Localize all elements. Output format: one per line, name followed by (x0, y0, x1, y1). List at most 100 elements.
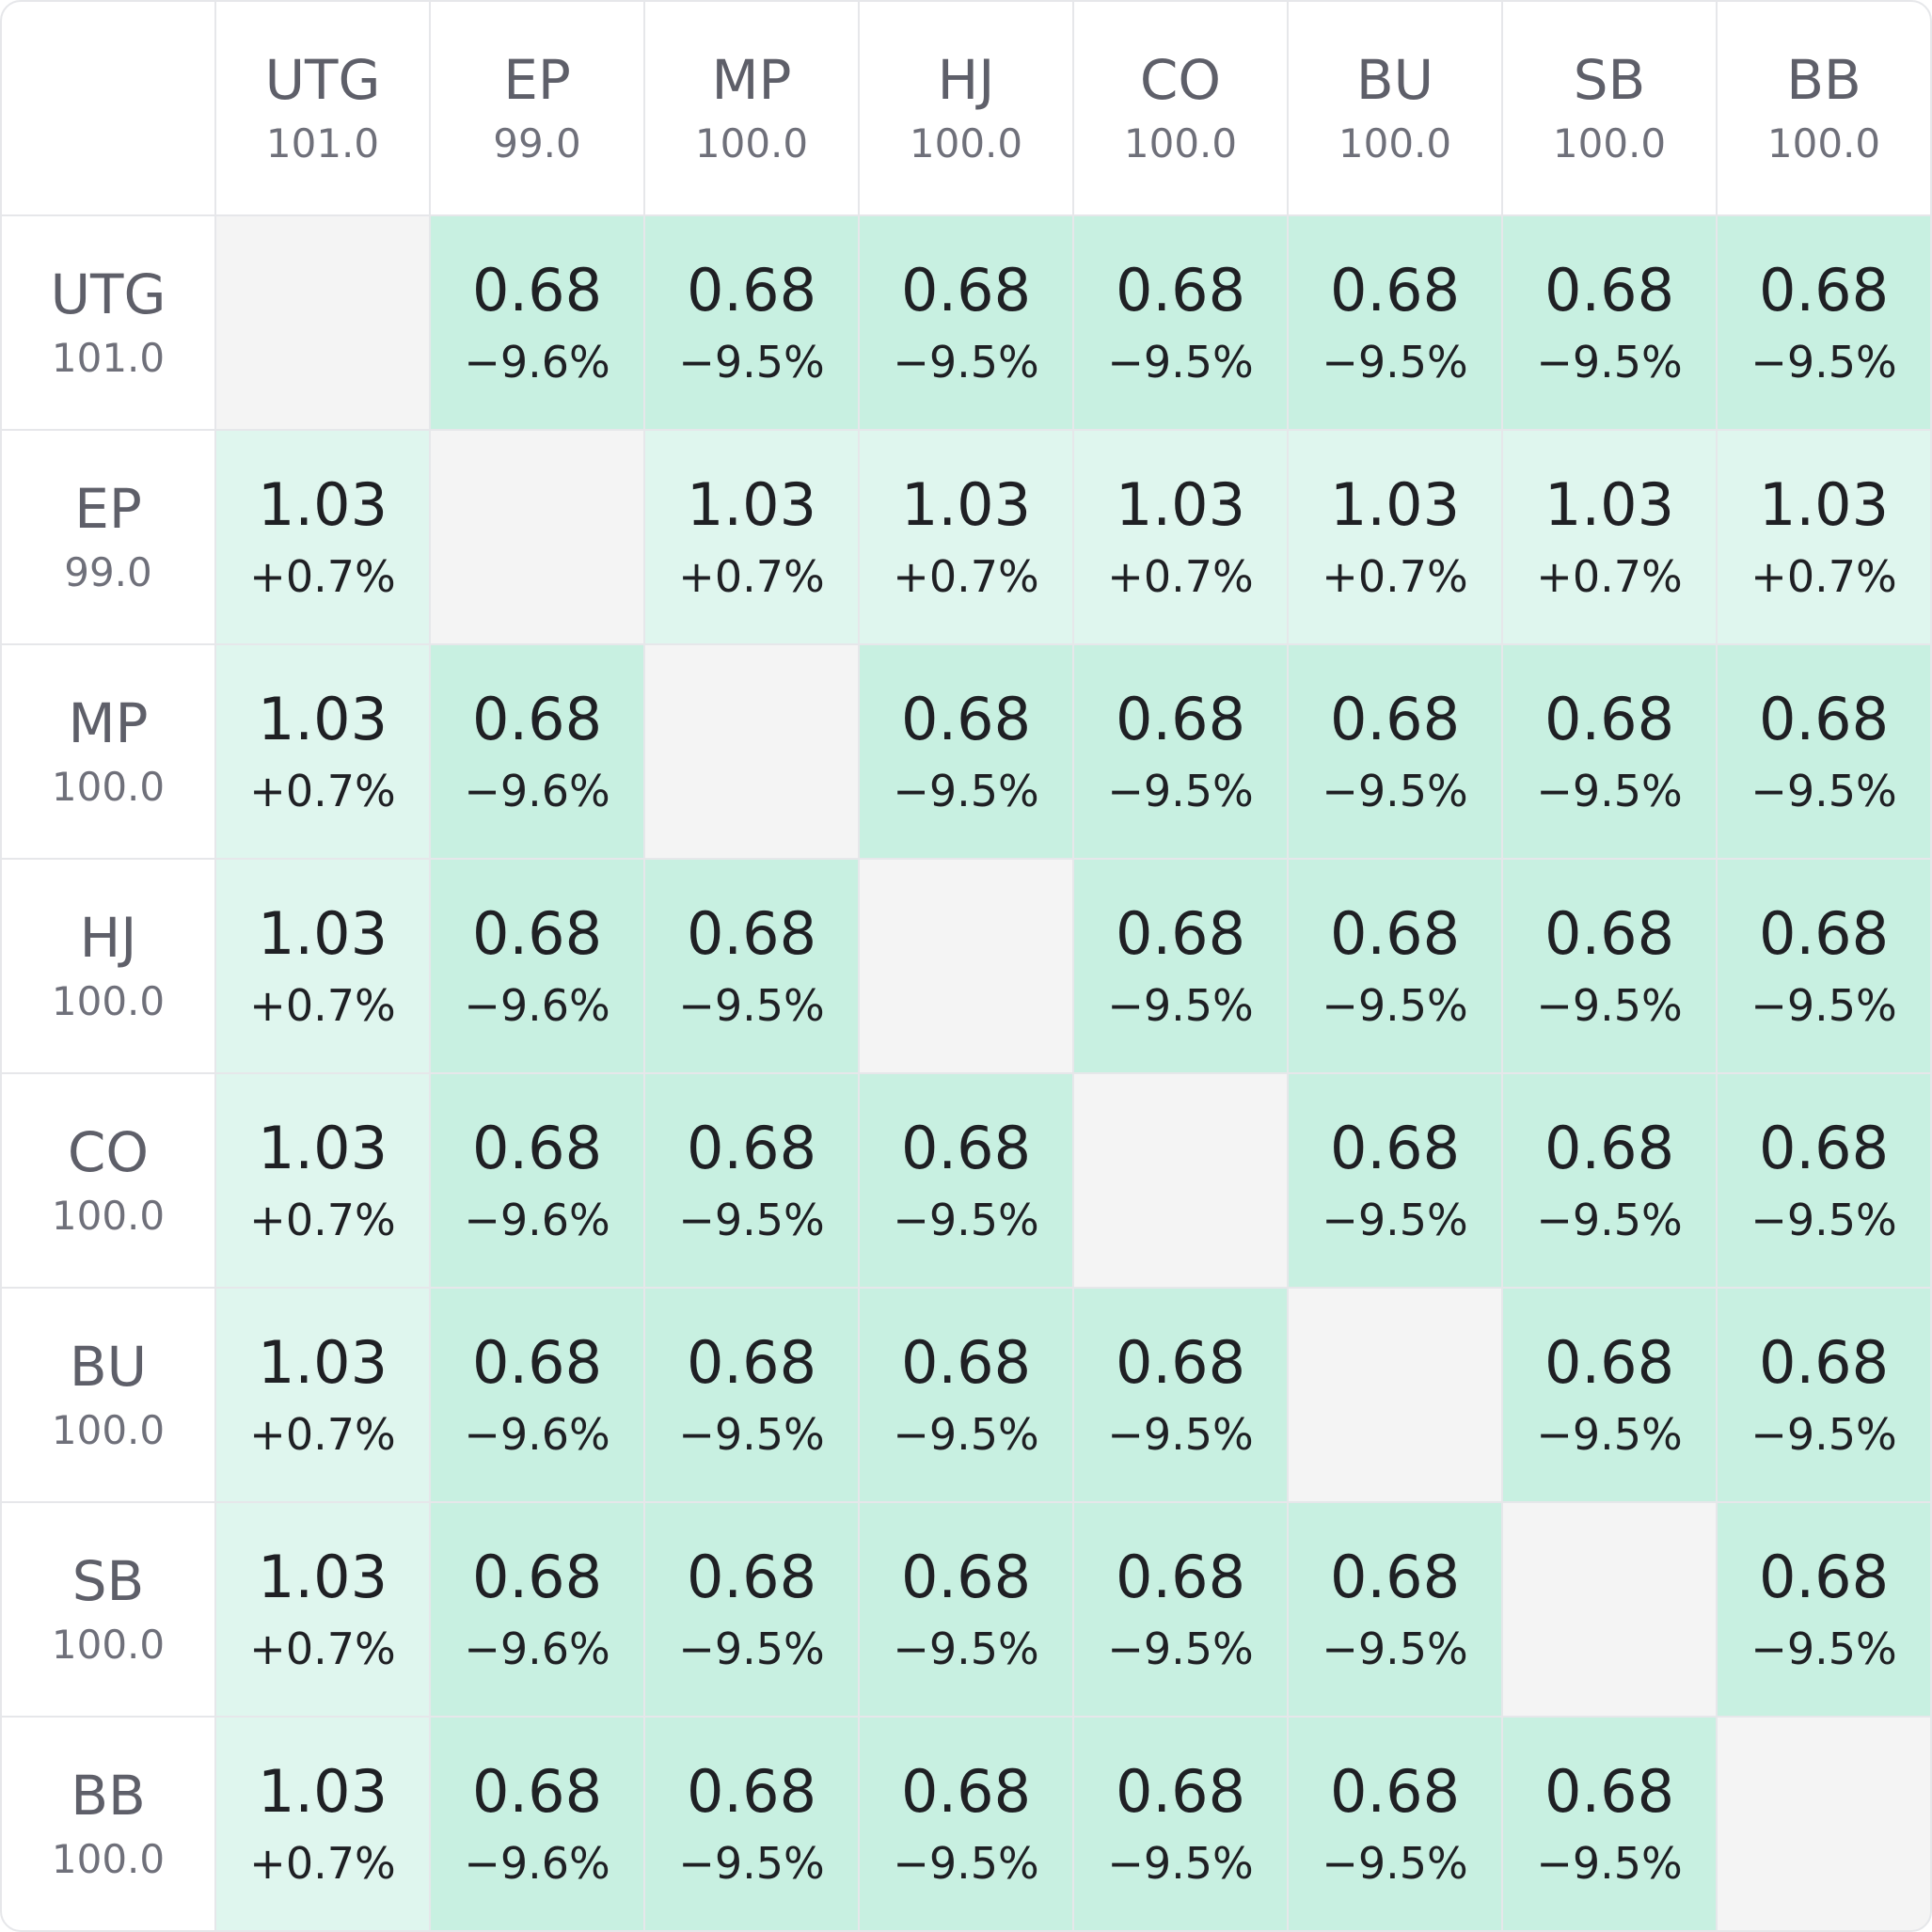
cell-change: −9.5% (1750, 766, 1897, 816)
column-header-name: UTG (264, 48, 381, 112)
heatmap-cell-bb-bu: 0.68 −9.5% (1289, 1718, 1501, 1930)
cell-change: −9.5% (678, 337, 825, 388)
cell-change: −9.6% (464, 980, 610, 1031)
cell-change: +0.7% (249, 766, 396, 816)
heatmap-cell-ep-bu: 1.03 +0.7% (1289, 431, 1501, 643)
heatmap-cell-hj-co: 0.68 −9.5% (1074, 860, 1287, 1072)
cell-value: 0.68 (1329, 1757, 1461, 1826)
column-header-name: HJ (937, 48, 995, 112)
cell-value: 0.68 (1115, 899, 1246, 968)
heatmap-cell-co-mp: 0.68 −9.5% (645, 1074, 858, 1287)
heatmap-cell-hj-mp: 0.68 −9.5% (645, 860, 858, 1072)
row-header-mp: MP 100.0 (2, 645, 214, 858)
cell-value: 0.68 (900, 1543, 1032, 1611)
heatmap-cell-sb-mp: 0.68 −9.5% (645, 1503, 858, 1716)
cell-value: 0.68 (471, 256, 603, 325)
cell-change: −9.6% (464, 337, 610, 388)
cell-change: −9.5% (1536, 1838, 1683, 1889)
cell-value: 0.68 (471, 1328, 603, 1397)
cell-value: 1.03 (257, 1757, 388, 1826)
cell-value: 1.03 (257, 470, 388, 539)
cell-change: +0.7% (249, 1195, 396, 1245)
cell-value: 0.68 (471, 899, 603, 968)
cell-change: −9.6% (464, 1838, 610, 1889)
row-header-name: BB (71, 1764, 146, 1828)
heatmap-cell-bb-utg: 1.03 +0.7% (216, 1718, 429, 1930)
heatmap-cell-ep-sb: 1.03 +0.7% (1503, 431, 1716, 643)
cell-value: 0.68 (900, 685, 1032, 753)
cell-change: −9.5% (678, 1195, 825, 1245)
cell-change: −9.5% (1750, 1409, 1897, 1460)
heatmap-cell-hj-sb: 0.68 −9.5% (1503, 860, 1716, 1072)
heatmap-cell-co-co-empty (1074, 1074, 1287, 1287)
cell-change: −9.5% (1536, 337, 1683, 388)
row-header-hj: HJ 100.0 (2, 860, 214, 1072)
cell-value: 0.68 (686, 899, 817, 968)
column-header-stack: 99.0 (493, 120, 581, 166)
cell-value: 0.68 (1758, 685, 1890, 753)
cell-value: 1.03 (900, 470, 1032, 539)
heatmap-cell-sb-bu: 0.68 −9.5% (1289, 1503, 1501, 1716)
heatmap-cell-mp-bb: 0.68 −9.5% (1718, 645, 1930, 858)
cell-change: −9.5% (893, 337, 1039, 388)
row-header-stack: 100.0 (51, 1622, 166, 1668)
heatmap-cell-sb-co: 0.68 −9.5% (1074, 1503, 1287, 1716)
cell-change: −9.5% (1107, 766, 1254, 816)
row-header-stack: 100.0 (51, 978, 166, 1024)
heatmap-cell-mp-ep: 0.68 −9.6% (431, 645, 643, 858)
cell-value: 0.68 (686, 1114, 817, 1182)
column-header-sb: SB 100.0 (1503, 2, 1716, 214)
row-header-stack: 99.0 (64, 549, 152, 595)
cell-value: 0.68 (1329, 256, 1461, 325)
heatmap-cell-mp-bu: 0.68 −9.5% (1289, 645, 1501, 858)
cell-change: −9.5% (1107, 337, 1254, 388)
heatmap-cell-ep-hj: 1.03 +0.7% (860, 431, 1072, 643)
cell-value: 0.68 (1329, 899, 1461, 968)
cell-value: 0.68 (1115, 1328, 1246, 1397)
cell-change: −9.5% (893, 766, 1039, 816)
heatmap-cell-co-bb: 0.68 −9.5% (1718, 1074, 1930, 1287)
heatmap-cell-co-sb: 0.68 −9.5% (1503, 1074, 1716, 1287)
cell-change: −9.5% (1536, 1195, 1683, 1245)
heatmap-cell-bu-mp: 0.68 −9.5% (645, 1289, 858, 1501)
cell-value: 0.68 (1758, 1328, 1890, 1397)
row-header-stack: 100.0 (51, 1407, 166, 1453)
cell-change: +0.7% (678, 551, 825, 602)
column-header-stack: 100.0 (694, 120, 809, 166)
column-header-stack: 100.0 (1552, 120, 1667, 166)
column-header-name: MP (711, 48, 792, 112)
column-header-name: BB (1786, 48, 1861, 112)
column-header-co: CO 100.0 (1074, 2, 1287, 214)
cell-value: 0.68 (1544, 256, 1675, 325)
heatmap-cell-hj-utg: 1.03 +0.7% (216, 860, 429, 1072)
cell-value: 1.03 (1329, 470, 1461, 539)
row-header-ep: EP 99.0 (2, 431, 214, 643)
column-header-mp: MP 100.0 (645, 2, 858, 214)
cell-value: 0.68 (471, 1543, 603, 1611)
heatmap-cell-bb-hj: 0.68 −9.5% (860, 1718, 1072, 1930)
column-header-name: BU (1355, 48, 1434, 112)
cell-value: 0.68 (1544, 899, 1675, 968)
heatmap-cell-utg-co: 0.68 −9.5% (1074, 216, 1287, 429)
cell-value: 0.68 (471, 1757, 603, 1826)
cell-value: 0.68 (900, 1114, 1032, 1182)
cell-change: −9.5% (1536, 766, 1683, 816)
cell-value: 0.68 (686, 1543, 817, 1611)
heatmap-cell-utg-mp: 0.68 −9.5% (645, 216, 858, 429)
column-header-bb: BB 100.0 (1718, 2, 1930, 214)
cell-change: +0.7% (1107, 551, 1254, 602)
cell-value: 0.68 (686, 1757, 817, 1826)
heatmap-cell-bb-co: 0.68 −9.5% (1074, 1718, 1287, 1930)
row-header-name: UTG (50, 262, 166, 326)
cell-value: 0.68 (1758, 899, 1890, 968)
heatmap-cell-mp-hj: 0.68 −9.5% (860, 645, 1072, 858)
heatmap-cell-utg-bb: 0.68 −9.5% (1718, 216, 1930, 429)
cell-value: 0.68 (471, 685, 603, 753)
cell-value: 0.68 (1115, 1757, 1246, 1826)
cell-change: −9.5% (893, 1838, 1039, 1889)
cell-value: 1.03 (257, 1114, 388, 1182)
heatmap-cell-bu-bu-empty (1289, 1289, 1501, 1501)
heatmap-cell-sb-hj: 0.68 −9.5% (860, 1503, 1072, 1716)
cell-change: −9.5% (1107, 1838, 1254, 1889)
